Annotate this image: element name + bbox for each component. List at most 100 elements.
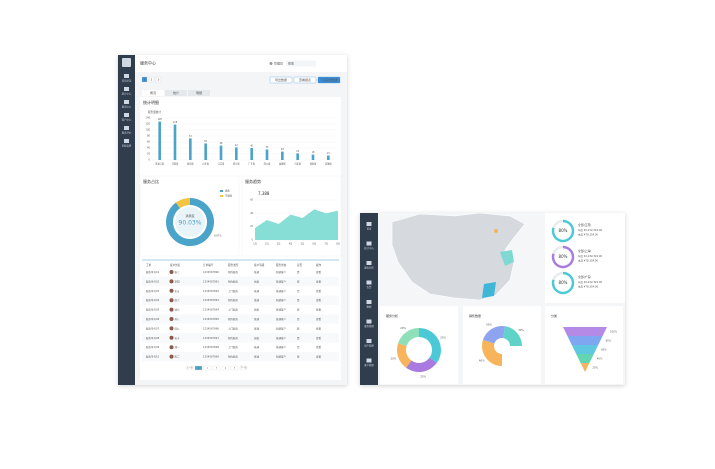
button[interactable] [317,76,341,84]
table-cell: 服务单号01 [146,270,160,274]
table-cell: 上门服务 [228,289,239,293]
funnel-label: 40% [597,357,603,361]
table-cell: 周九 [175,326,181,330]
table-cell: 预约服务 [228,298,239,302]
button-label: 查看报表 [299,77,311,82]
funnel-step [567,336,603,345]
button[interactable] [293,76,317,84]
table-cell: 查看 [316,355,322,359]
pager-button[interactable] [194,365,203,371]
table-header: 客户等级 [254,263,265,267]
button[interactable] [269,76,293,84]
table-cell: 预约服务 [228,317,239,321]
x-tick-label: 湖北省 [187,162,194,166]
chart-title: 服务趋势 [245,178,261,184]
avatar [169,270,174,274]
table-cell: 郑一 [175,345,181,349]
x-tick-label: 山东省 [202,162,209,166]
tab[interactable] [142,90,164,96]
segment-label: 20% [400,326,406,330]
tab[interactable] [165,90,187,96]
table-cell: 普通客户 [276,336,287,340]
segment-label: 30% [518,328,524,332]
header-user: 管理员 [274,61,283,66]
nav-item: 服务中心 [122,105,132,109]
chart-title: 统计明细 [143,99,159,105]
table-cell: 普通 [254,355,260,359]
table-cell: 否 [297,345,300,349]
y-tick-label: 120 [145,123,150,126]
ring-segment [503,326,522,346]
x-tick-label: 3月 [277,242,281,246]
donut-value: 90.03% [179,220,202,227]
pager-button[interactable] [212,365,221,371]
table-cell: 查看 [316,298,322,302]
x-tick-label: 湖南省 [310,162,317,166]
x-tick-label: 河北省 [294,162,301,166]
table-cell: 查看 [316,270,322,274]
table-cell: 上门服务 [228,308,239,312]
pager-label: 5 [234,368,236,370]
page-button[interactable] [141,76,148,83]
nav-icon [124,100,129,104]
gauge-value: 80% [559,280,568,285]
bar [250,148,253,160]
donut-center [175,207,205,237]
table-header: 操作 [316,263,322,267]
y-tick-label: 140 [145,117,150,120]
page-button[interactable] [148,76,155,83]
x-tick-label: 安徽省 [325,162,332,166]
table-cell: 钱七 [175,308,181,312]
card-title: 分类 [551,313,557,318]
pager-button[interactable] [185,365,194,371]
gauge-line: 本月 ¥78,354.00 [578,259,599,263]
table-cell: 李四 [175,279,181,283]
gauge-name: 全部(广东) [578,275,591,279]
funnel-label: 20% [592,366,598,370]
table-cell: 普通 [254,270,260,274]
bar [311,154,315,160]
ring-segment [482,326,506,344]
pager-label: 1 [198,368,200,370]
ring-segment [397,343,412,368]
page-button[interactable] [155,76,162,83]
bar [235,147,238,160]
search-box[interactable] [286,60,316,67]
table-cell: 服务单号07 [146,326,160,330]
table-row [142,333,339,343]
y-tick-label: 20 [147,153,151,156]
pager-button[interactable] [221,365,230,371]
bar [189,138,192,160]
segment-label: 20% [390,356,396,360]
nav-icon [366,280,372,285]
pager-button[interactable] [230,365,239,371]
table-cell: 服务单号08 [146,336,160,340]
table-row [142,295,339,305]
nav-icon [366,241,372,246]
card-title: 服务分析 [386,313,398,318]
page-number: 3 [158,78,160,82]
table-cell: 普通 [254,298,260,302]
x-tick-label: 5月 [301,242,305,246]
table-cell: 1234567892 [203,289,219,293]
bar [219,145,223,160]
funnel-step [580,363,590,372]
pager-label: 上一页 [186,366,192,370]
segment-label: 35% [440,336,446,340]
pager-button[interactable] [239,365,248,371]
table-cell: 普通 [254,289,260,293]
nav-icon [124,126,129,130]
tab[interactable] [188,90,210,96]
pager-button[interactable] [203,365,212,371]
x-tick-label: 黑龙江省 [155,162,165,166]
bar [173,124,177,160]
bar-value: 72 [189,135,192,138]
bar-value: 15 [327,152,330,155]
table-cell: 是 [297,326,300,330]
avatar [169,345,174,350]
table-cell: 是 [297,336,300,340]
legend-label: 不满意 [225,194,233,198]
tab-label: 明细 [196,90,202,95]
legend-swatch [220,195,223,197]
avatar [169,335,174,340]
